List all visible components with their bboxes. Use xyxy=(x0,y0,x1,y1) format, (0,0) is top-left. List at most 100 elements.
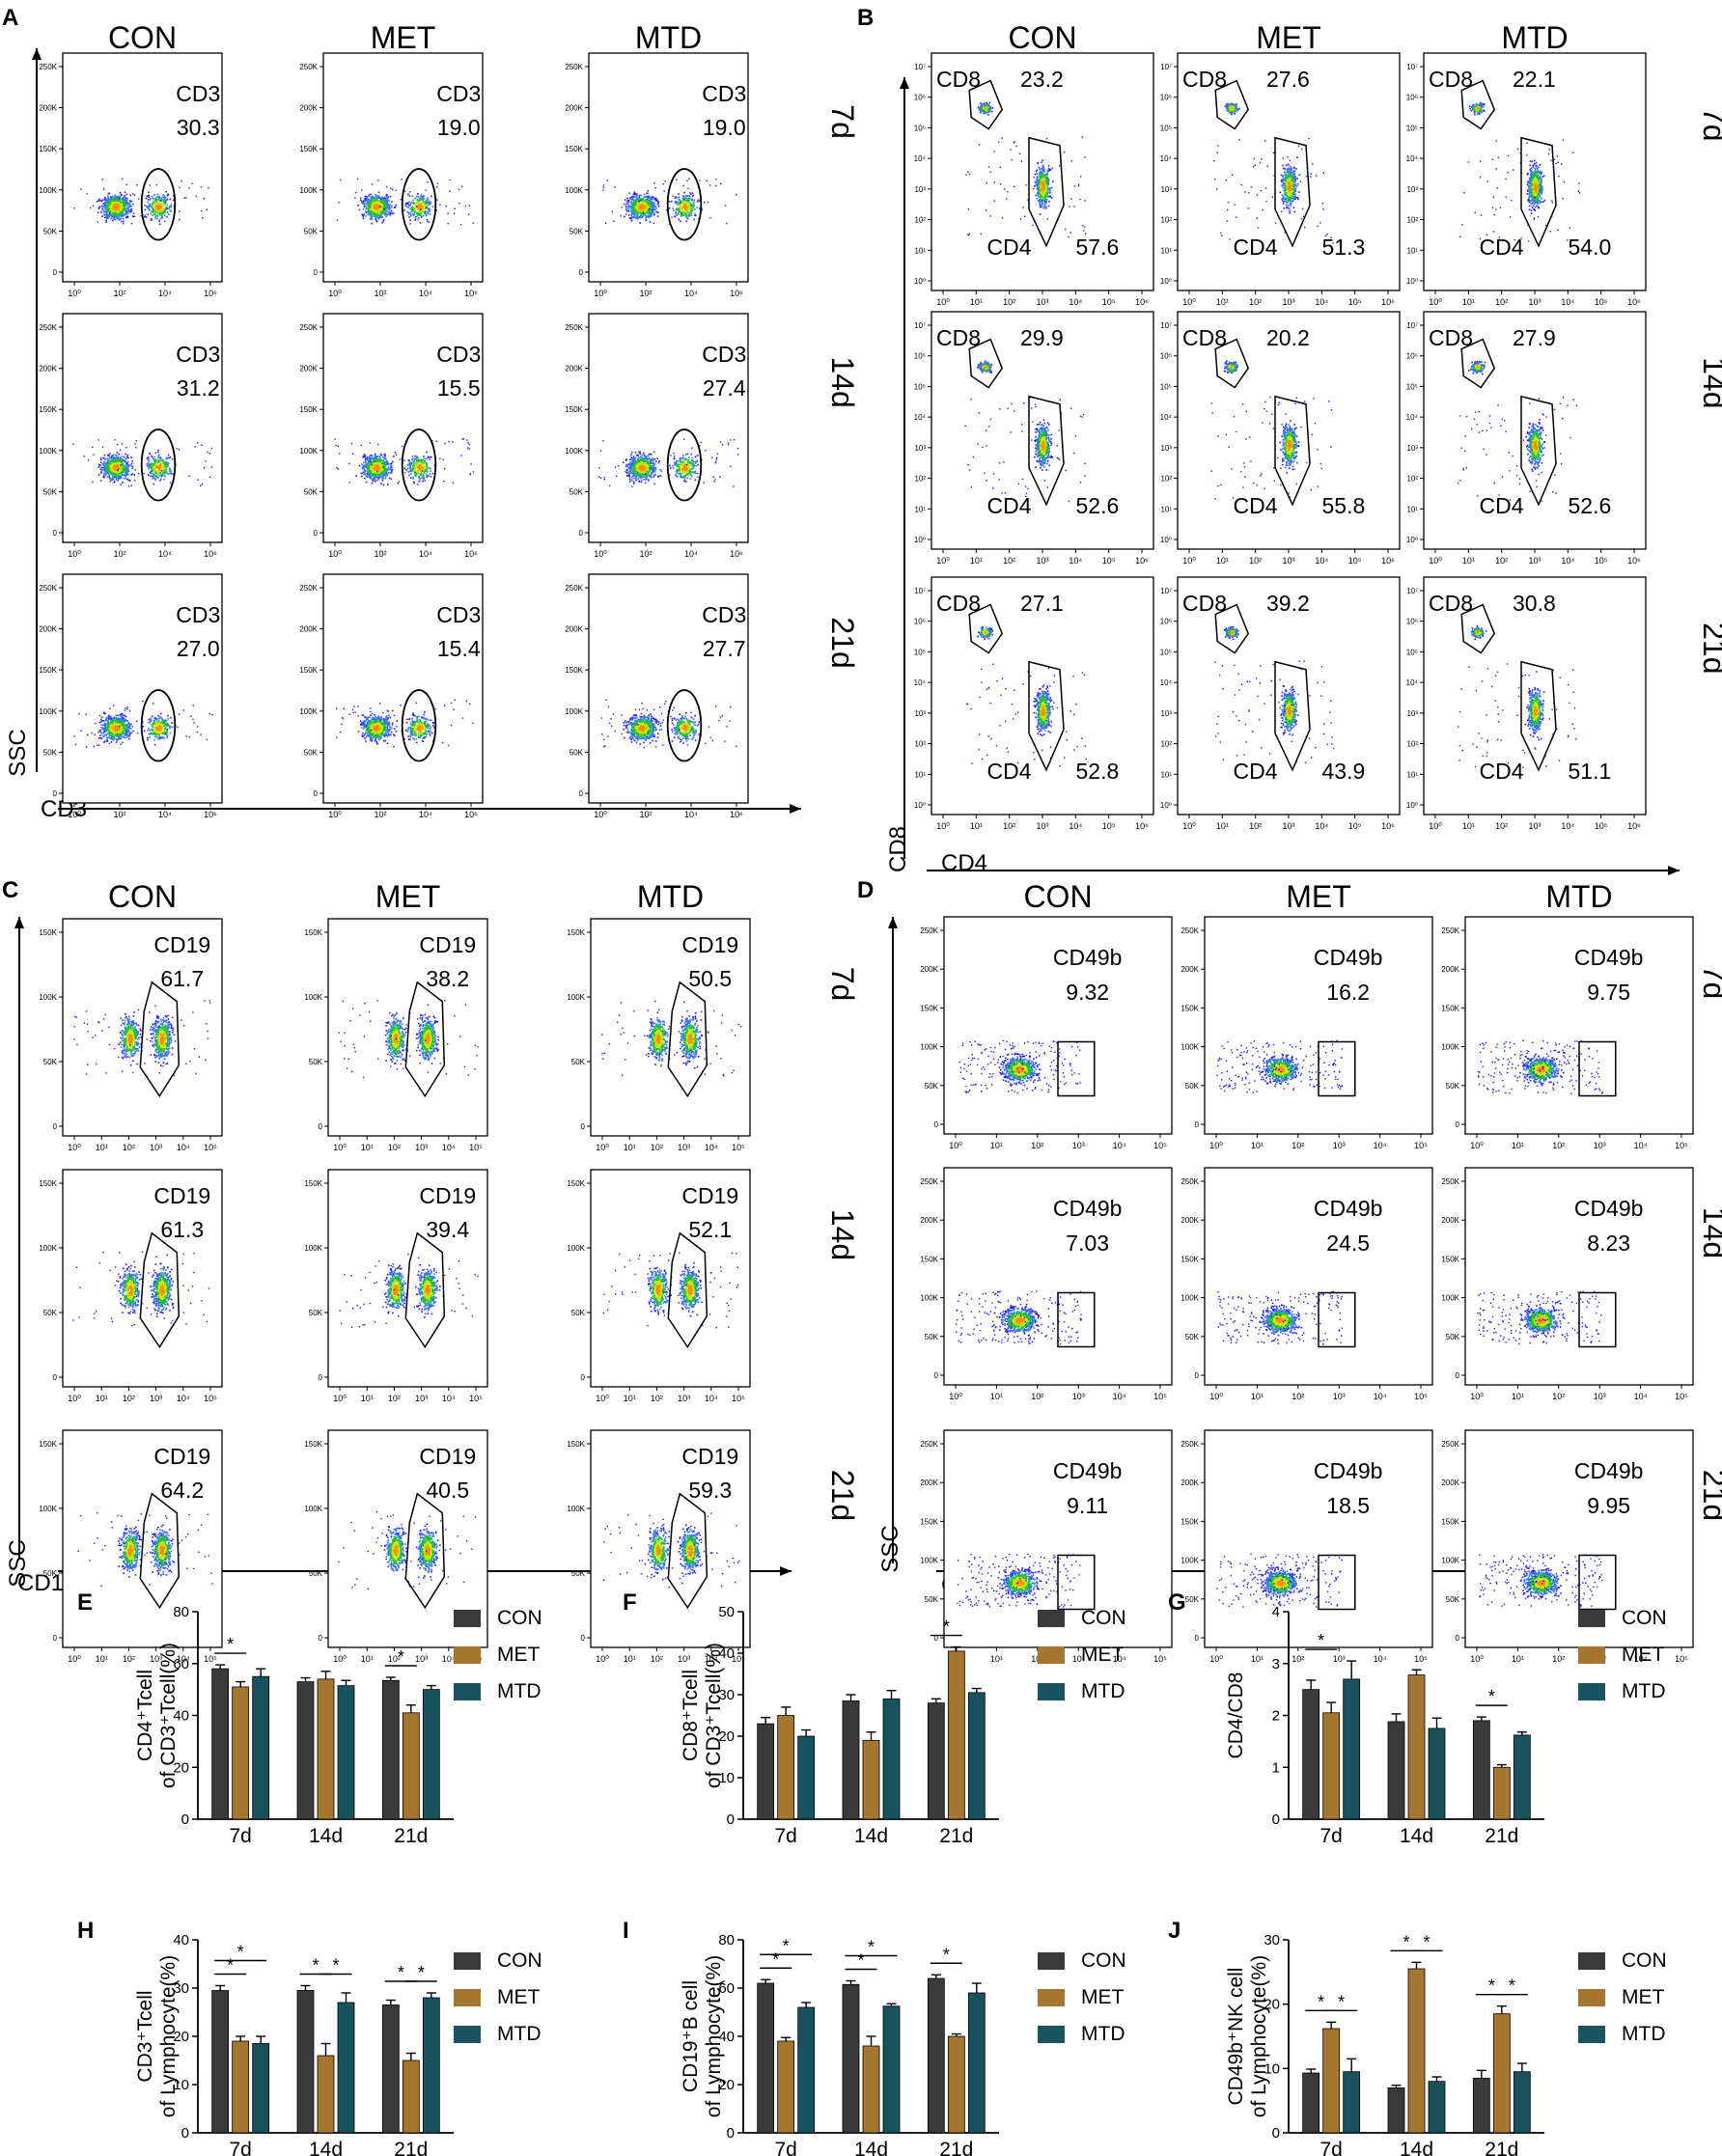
y-tick-label: 150K xyxy=(567,1179,585,1188)
significance-mark: * xyxy=(332,1956,339,1976)
y-tick-label: 10¹ xyxy=(1160,770,1172,779)
y-tick-label: 150K xyxy=(304,928,322,937)
y-tick-label: 100K xyxy=(567,1505,585,1513)
bar-mtd xyxy=(423,1690,439,1819)
x-tick-label: 10² xyxy=(1003,556,1015,566)
significance-mark: * xyxy=(1318,1992,1324,2011)
significance-mark: * xyxy=(237,1943,244,1962)
gate-label: CD49b xyxy=(1574,1458,1644,1483)
cd4-label: CD4 xyxy=(1480,235,1524,260)
y-tick-label: 0 xyxy=(53,1634,58,1643)
bar-mtd xyxy=(253,2044,269,2134)
x-tick-label: 10¹ xyxy=(96,1143,108,1152)
y-tick-label: 100K xyxy=(299,707,318,716)
y-tick-label: 250K xyxy=(299,323,318,332)
x-tick-label: 10⁴ xyxy=(419,549,432,559)
x-tick-label: 10⁴ xyxy=(1113,1392,1126,1401)
gate-label: CD49b xyxy=(1053,945,1123,970)
legend-label: MTD xyxy=(1622,1680,1666,1702)
y-tick-label: 100K xyxy=(1180,1043,1199,1052)
x-tick-label: 10⁵ xyxy=(1153,1141,1167,1150)
x-tick-label: 10⁵ xyxy=(1414,1141,1428,1150)
y-tick-label: 30 xyxy=(1264,1932,1280,1949)
y-tick-label: 0 xyxy=(314,529,319,538)
x-tick-label: 10⁶ xyxy=(1381,556,1395,566)
x-tick-label: 10¹ xyxy=(970,556,983,566)
x-tick-label: 10⁶ xyxy=(1135,821,1149,831)
y-tick-label: 250K xyxy=(1441,926,1459,935)
x-tick-label: 10⁴ xyxy=(1374,1654,1387,1664)
x-tick-label: 10¹ xyxy=(361,1654,374,1664)
y-tick-label: 0 xyxy=(581,1122,586,1131)
x-tick-label: 10⁰ xyxy=(68,1654,81,1664)
y-tick-label: 0 xyxy=(1195,1634,1200,1643)
y-tick-label: 100K xyxy=(1180,1294,1199,1303)
bar-mtd xyxy=(1514,1735,1530,1819)
y-tick-label: 10⁰ xyxy=(1160,277,1172,286)
x-tick-label: 10⁰ xyxy=(1429,556,1442,566)
y-tick-label: 10³ xyxy=(1160,444,1172,453)
y-tick-label: 10³ xyxy=(1160,185,1172,194)
x-tick-label: 10³ xyxy=(1036,556,1048,566)
time-label: 21d xyxy=(825,617,860,668)
legend-label: MTD xyxy=(1622,2023,1666,2045)
bar-mtd xyxy=(338,2003,354,2133)
legend-label: MET xyxy=(497,1986,541,2008)
x-tick-label: 10⁶ xyxy=(464,549,478,559)
y-tick-label: 10⁶ xyxy=(1160,618,1172,626)
x-tick-label: 10¹ xyxy=(624,1654,636,1664)
x-tick-label: 10⁵ xyxy=(1348,297,1362,307)
cd8-label: CD8 xyxy=(1182,325,1227,350)
cd4-percent: 51.3 xyxy=(1322,235,1366,260)
y-tick-label: 250K xyxy=(1441,1177,1459,1186)
y-tick-label: 10⁶ xyxy=(914,618,926,626)
y-tick-label: 50K xyxy=(43,748,58,757)
cd4-percent: 52.6 xyxy=(1569,493,1612,518)
x-tick-label: 10¹ xyxy=(1216,297,1229,307)
bar-mtd xyxy=(1344,2072,1360,2133)
y-tick-label: 10⁴ xyxy=(1160,154,1173,163)
group-title: CON xyxy=(108,879,177,914)
y-tick-label: 80 xyxy=(173,1604,189,1620)
x-tick-label: 10⁴ xyxy=(705,1143,718,1152)
x-tick-label: 10⁰ xyxy=(1429,297,1442,307)
x-tick-label: 10⁵ xyxy=(469,1143,483,1152)
x-tick-label: 10³ xyxy=(1528,821,1541,831)
bar-met xyxy=(1408,1675,1425,1819)
y-tick-label: 50K xyxy=(569,227,584,235)
x-tick-label: 14d xyxy=(854,2139,888,2156)
legend-swatch-mtd xyxy=(454,1683,481,1700)
gate-percent: 9.75 xyxy=(1587,980,1630,1005)
y-tick-label: 10⁷ xyxy=(914,587,926,595)
x-tick-label: 10⁵ xyxy=(204,1654,217,1664)
cd8-percent: 27.6 xyxy=(1266,67,1310,92)
x-tick-label: 21d xyxy=(939,1825,973,1847)
y-tick-label: 10⁷ xyxy=(1406,321,1418,330)
y-tick-label: 10⁶ xyxy=(1160,94,1172,102)
y-tick-label: 0 xyxy=(53,1122,58,1131)
x-tick-label: 10³ xyxy=(1036,297,1048,307)
panel-letter: E xyxy=(77,1589,93,1616)
x-tick-label: 10² xyxy=(639,549,652,559)
x-tick-label: 10² xyxy=(1552,1654,1565,1664)
y-tick-label: 250K xyxy=(299,584,318,593)
x-tick-label: 10⁰ xyxy=(1429,821,1442,831)
y-tick-label: 200K xyxy=(299,365,318,373)
y-tick-label: 150K xyxy=(567,928,585,937)
y-tick-label: 40 xyxy=(173,1932,189,1949)
gate-percent: 61.7 xyxy=(160,966,204,991)
y-tick-label: 150K xyxy=(39,405,57,414)
y-tick-label: 250K xyxy=(565,63,583,71)
cd8-label: CD8 xyxy=(936,591,981,616)
x-tick-label: 7d xyxy=(774,1825,796,1847)
x-tick-label: 10² xyxy=(113,289,125,298)
gate-label: CD19 xyxy=(153,932,210,957)
significance-mark: * xyxy=(1509,1976,1515,1996)
gate-label: CD49b xyxy=(1053,1458,1123,1483)
x-tick-label: 14d xyxy=(1400,2139,1433,2156)
y-tick-label: 10⁵ xyxy=(1160,382,1172,391)
